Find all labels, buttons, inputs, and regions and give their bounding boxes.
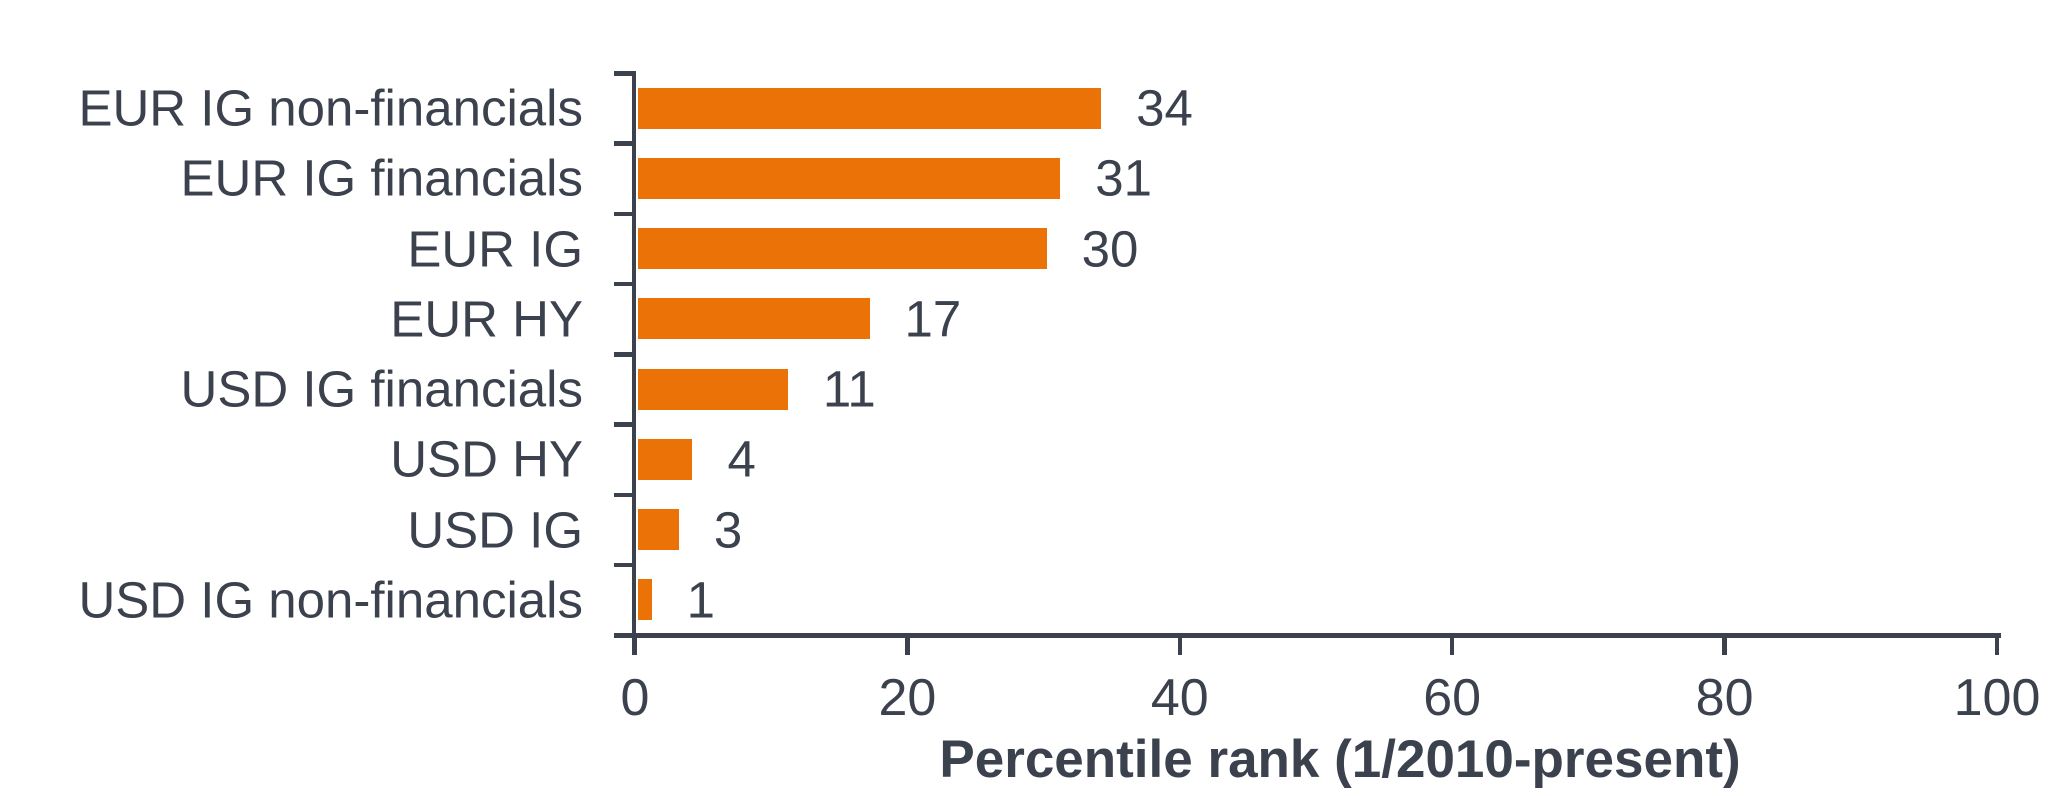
x-axis-line xyxy=(631,633,2001,638)
category-label: USD HY xyxy=(390,430,583,488)
category-label: EUR IG xyxy=(407,220,583,278)
category-label: USD IG non-financials xyxy=(78,571,583,629)
value-label: 34 xyxy=(1136,79,1193,137)
y-axis-tick xyxy=(613,281,632,287)
y-axis-tick xyxy=(613,492,632,497)
y-axis-tick xyxy=(613,211,632,216)
bar xyxy=(638,368,788,410)
x-tick-label: 60 xyxy=(1423,669,1482,727)
value-label: 1 xyxy=(686,571,715,629)
value-label: 30 xyxy=(1081,220,1139,278)
bar xyxy=(638,157,1061,199)
y-axis-tick xyxy=(613,352,632,357)
bar xyxy=(638,87,1102,129)
bar xyxy=(638,438,693,480)
x-tick-label: 20 xyxy=(878,669,937,727)
category-label: EUR IG non-financials xyxy=(78,79,583,137)
category-label: EUR IG financials xyxy=(180,149,583,207)
x-tick-label: 40 xyxy=(1150,669,1209,727)
x-axis-title: Percentile rank (1/2010-present) xyxy=(939,730,1741,789)
x-axis-tick xyxy=(1177,637,1183,655)
bar xyxy=(638,509,679,551)
x-axis-tick xyxy=(905,637,910,655)
x-tick-label: 0 xyxy=(620,669,650,727)
category-label: USD IG xyxy=(407,501,583,559)
x-axis-tick xyxy=(1722,637,1727,655)
value-label: 17 xyxy=(904,290,962,348)
x-tick-label: 100 xyxy=(1953,669,2041,727)
value-label: 4 xyxy=(727,430,756,488)
y-axis-tick xyxy=(613,562,632,568)
category-label: USD IG financials xyxy=(180,360,583,418)
x-axis-tick xyxy=(1449,637,1455,655)
value-label: 3 xyxy=(713,501,743,559)
bar xyxy=(638,228,1047,270)
bar xyxy=(638,298,870,340)
y-axis-tick xyxy=(613,633,632,638)
value-label: 11 xyxy=(822,360,876,418)
y-axis-tick xyxy=(613,422,632,427)
y-axis-tick xyxy=(613,71,632,76)
x-axis-tick xyxy=(1994,637,2000,655)
value-label: 31 xyxy=(1095,149,1152,207)
category-label: EUR HY xyxy=(390,290,583,348)
x-axis-tick xyxy=(632,637,638,655)
y-axis-tick xyxy=(613,141,632,146)
bar xyxy=(638,579,652,621)
y-axis-line xyxy=(631,71,636,655)
x-tick-label: 80 xyxy=(1695,669,1754,727)
